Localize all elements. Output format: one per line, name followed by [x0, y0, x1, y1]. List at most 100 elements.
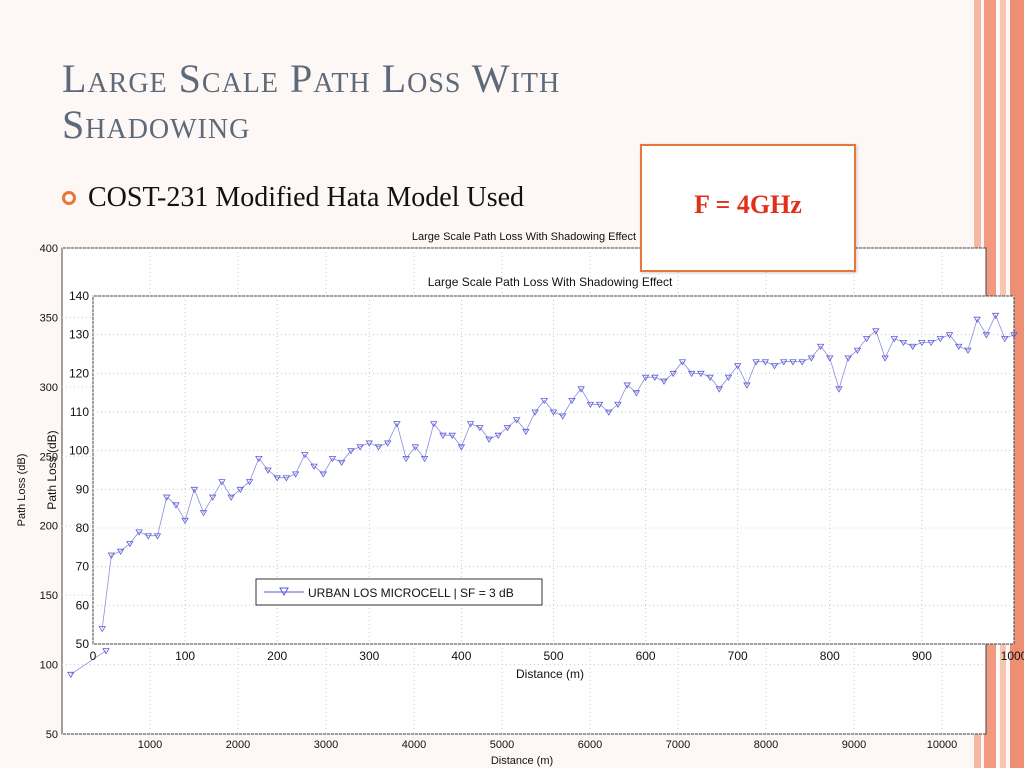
data-point: [982, 332, 991, 339]
data-point: [172, 502, 180, 509]
back-chart-xlabel: Distance (m): [491, 755, 553, 767]
x-tick-label: 600: [636, 649, 656, 663]
data-point: [761, 359, 770, 366]
data-point: [660, 378, 668, 385]
chart-legend[interactable]: URBAN LOS MICROCELL | SF = 3 dB: [255, 578, 543, 606]
y-tick-label: 350: [40, 312, 58, 324]
data-point: [466, 421, 475, 428]
x-tick-label: 6000: [578, 739, 602, 751]
data-point: [181, 517, 189, 525]
data-point: [282, 475, 291, 482]
x-tick-label: 200: [267, 649, 287, 663]
data-point: [559, 413, 567, 420]
y-tick-label: 60: [76, 598, 90, 612]
slide-title-line2: Shadowing: [62, 102, 251, 147]
y-tick-label: 120: [69, 366, 89, 380]
data-point: [844, 355, 852, 362]
x-tick-label: 8000: [754, 739, 778, 751]
data-point: [890, 336, 898, 343]
data-point: [494, 432, 502, 439]
legend-entry: URBAN LOS MICROCELL | SF = 3 dB: [308, 586, 514, 600]
data-point: [457, 444, 466, 451]
data-point: [632, 390, 641, 397]
back-chart-series: [67, 648, 110, 679]
slide-title-line1: Large Scale Path Loss With: [62, 56, 561, 101]
data-point: [908, 343, 917, 351]
data-point: [927, 340, 935, 347]
data-point: [918, 340, 926, 347]
data-point: [218, 479, 226, 486]
y-tick-label: 50: [46, 729, 58, 741]
front-chart-ticks: 0 100 200 300 400 500 600 700 800 900 1000 50 60 70 80…: [69, 289, 1024, 663]
data-point: [328, 456, 337, 463]
data-point: [347, 448, 355, 455]
data-point: [102, 648, 110, 655]
legend-triangle-marker-icon: [279, 587, 289, 597]
front-chart-plot-area: [92, 295, 1015, 645]
data-point: [835, 386, 843, 393]
data-point: [936, 336, 945, 343]
data-point: [291, 471, 300, 478]
front-chart-series: [98, 312, 1018, 633]
data-point: [595, 401, 604, 409]
data-point: [512, 417, 521, 424]
data-point: [337, 459, 346, 467]
x-tick-label: 9000: [842, 739, 866, 751]
data-point: [789, 359, 797, 366]
bullet-text: COST-231 Modified Hata Model Used: [88, 182, 525, 213]
data-point: [614, 401, 622, 409]
x-tick-label: 100: [175, 649, 195, 663]
x-tick-label: 400: [451, 649, 471, 663]
data-point: [522, 428, 530, 436]
data-point: [67, 671, 75, 679]
data-point: [162, 494, 171, 501]
data-point: [190, 486, 199, 494]
data-point: [135, 529, 143, 536]
data-point: [743, 382, 751, 389]
y-tick-label: 300: [40, 382, 58, 394]
back-chart-ticks: 1000 2000 3000 4000 5000 6000 7000 8000 9000 1000…: [40, 243, 958, 751]
y-tick-label: 200: [40, 521, 58, 533]
data-point: [439, 432, 447, 439]
data-point: [384, 440, 392, 447]
data-point: [98, 626, 106, 633]
data-point: [862, 336, 871, 343]
data-point: [420, 456, 429, 463]
data-point: [669, 370, 677, 378]
data-point: [209, 494, 217, 501]
x-tick-label: 500: [543, 649, 563, 663]
data-point: [881, 355, 889, 362]
y-tick-label: 250: [40, 451, 58, 463]
y-tick-label: 70: [76, 560, 90, 574]
y-tick-label: 150: [40, 590, 58, 602]
y-tick-label: 110: [70, 405, 89, 419]
front-chart-title: Large Scale Path Loss With Shadowing Eff…: [428, 275, 673, 289]
data-point: [752, 359, 760, 366]
data-point: [780, 359, 788, 366]
y-tick-label: 100: [40, 660, 58, 672]
data-point: [1001, 336, 1009, 343]
data-point: [393, 421, 401, 428]
data-point: [945, 332, 954, 339]
data-point: [770, 363, 779, 370]
data-point: [872, 328, 880, 335]
data-point: [227, 494, 235, 501]
y-tick-label: 130: [69, 328, 89, 342]
data-point: [568, 398, 576, 405]
data-point: [964, 347, 972, 354]
frequency-label: F = 4GHz: [694, 190, 802, 219]
data-point: [319, 471, 327, 478]
data-point: [697, 370, 705, 378]
data-point: [448, 432, 456, 439]
data-point: [641, 374, 650, 381]
data-point: [356, 444, 364, 451]
data-point: [485, 436, 493, 443]
data-point: [153, 533, 162, 540]
data-point: [540, 398, 548, 405]
data-point: [476, 425, 484, 432]
bullet-item: COST-231 Modified Hata Model Used: [62, 182, 524, 214]
back-chart-ylabel: Path Loss (dB): [16, 454, 28, 527]
x-tick-label: 7000: [666, 739, 690, 751]
x-tick-label: 300: [359, 649, 379, 663]
data-point: [199, 510, 208, 517]
